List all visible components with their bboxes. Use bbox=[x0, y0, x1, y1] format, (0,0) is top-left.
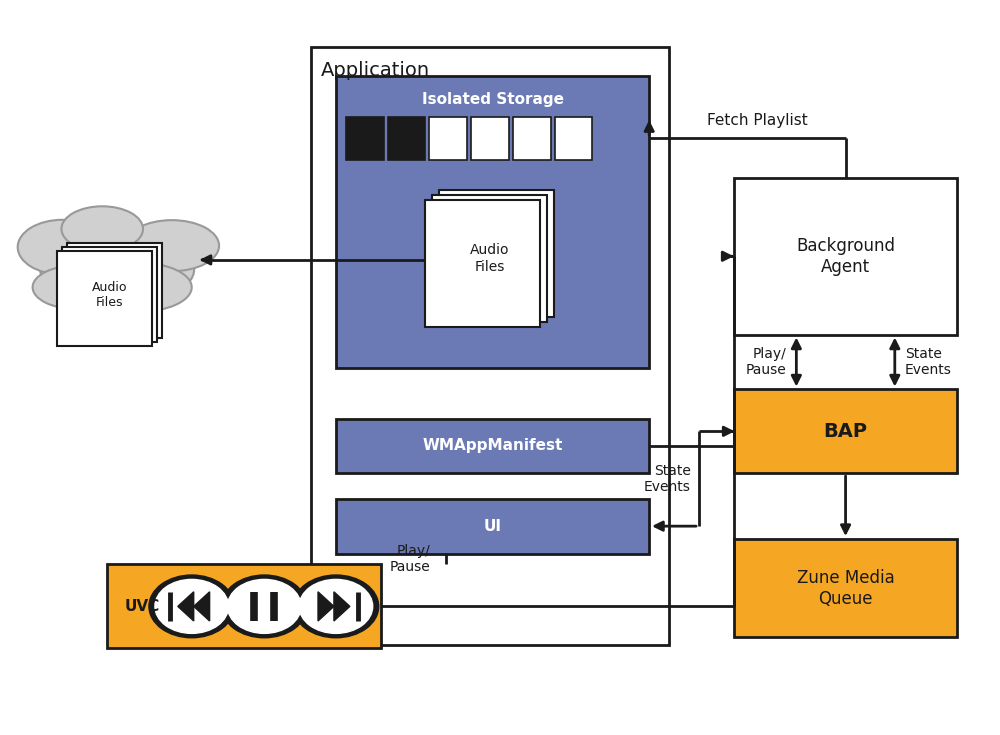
Bar bbox=[734, 390, 957, 473]
Text: WMAppManifest: WMAppManifest bbox=[422, 438, 563, 453]
Text: UI: UI bbox=[484, 519, 502, 534]
Polygon shape bbox=[318, 592, 334, 621]
Text: Audio
Files: Audio Files bbox=[470, 243, 509, 273]
Text: Isolated Storage: Isolated Storage bbox=[422, 92, 564, 107]
Bar bbox=[555, 118, 592, 159]
Text: UVC: UVC bbox=[125, 599, 160, 614]
Bar bbox=[432, 195, 547, 322]
Polygon shape bbox=[334, 592, 350, 621]
Bar bbox=[439, 190, 554, 318]
Circle shape bbox=[149, 575, 234, 638]
Circle shape bbox=[299, 579, 373, 634]
Bar bbox=[734, 178, 957, 334]
Bar bbox=[388, 118, 425, 159]
Bar bbox=[734, 539, 957, 637]
Bar bbox=[471, 118, 509, 159]
Ellipse shape bbox=[61, 207, 143, 251]
Text: Application: Application bbox=[321, 61, 430, 80]
Text: State
Events: State Events bbox=[905, 347, 952, 377]
Bar bbox=[513, 118, 551, 159]
Text: Zune Media
Queue: Zune Media Queue bbox=[797, 569, 894, 608]
Bar bbox=[336, 499, 649, 553]
Text: BAP: BAP bbox=[824, 422, 868, 441]
Circle shape bbox=[228, 579, 301, 634]
Bar bbox=[425, 200, 540, 327]
Ellipse shape bbox=[125, 220, 219, 271]
Bar bbox=[429, 118, 467, 159]
Ellipse shape bbox=[82, 262, 192, 312]
Text: Fetch Playlist: Fetch Playlist bbox=[707, 113, 808, 128]
Bar bbox=[57, 251, 152, 345]
Bar bbox=[346, 118, 384, 159]
Bar bbox=[311, 46, 669, 645]
Circle shape bbox=[293, 575, 379, 638]
Bar bbox=[62, 247, 157, 342]
Circle shape bbox=[155, 579, 229, 634]
Bar bbox=[336, 418, 649, 473]
Bar bbox=[67, 243, 162, 338]
Text: State
Events: State Events bbox=[644, 464, 691, 494]
Text: Background
Agent: Background Agent bbox=[796, 237, 895, 276]
Ellipse shape bbox=[33, 265, 122, 309]
Polygon shape bbox=[194, 592, 210, 621]
Text: Play/
Pause: Play/ Pause bbox=[390, 544, 431, 574]
Bar bbox=[107, 564, 381, 648]
Text: Audio
Files: Audio Files bbox=[92, 281, 127, 309]
Ellipse shape bbox=[40, 232, 194, 306]
Text: Play/
Pause: Play/ Pause bbox=[746, 347, 786, 377]
Circle shape bbox=[222, 575, 307, 638]
Polygon shape bbox=[178, 592, 194, 621]
Ellipse shape bbox=[18, 220, 107, 274]
Bar bbox=[336, 76, 649, 368]
